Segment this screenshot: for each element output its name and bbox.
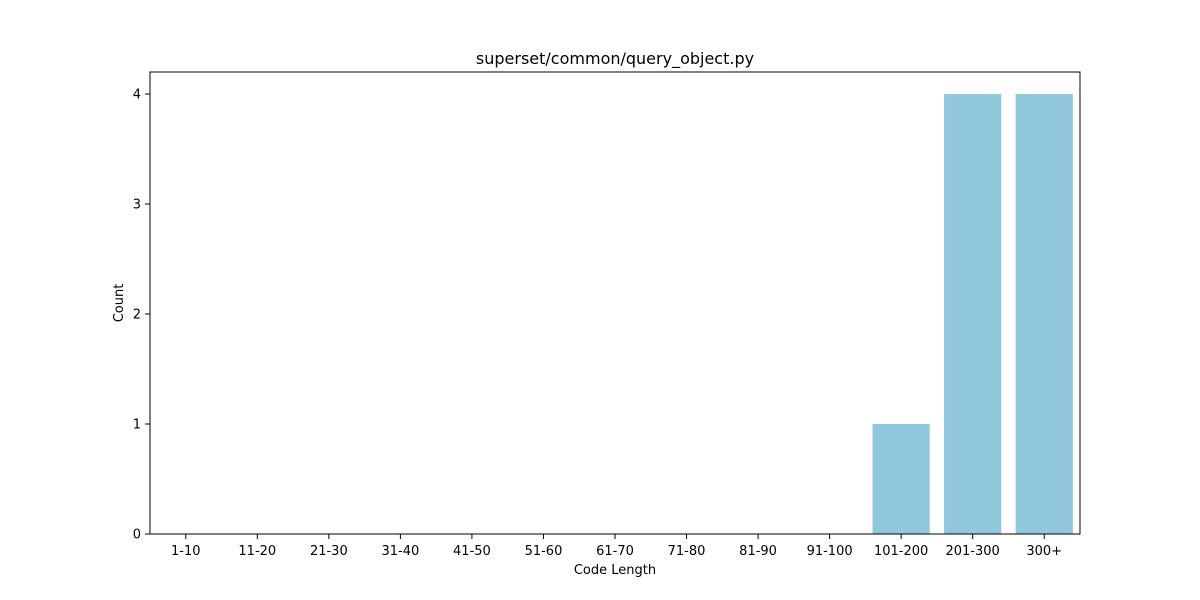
y-axis-ticks: 0 1 2 3 4 bbox=[133, 88, 150, 543]
x-tick-label: 1-10 bbox=[171, 544, 201, 559]
x-tick-label: 201-300 bbox=[946, 544, 1000, 559]
x-axis-ticks: 1-10 11-20 21-30 31-40 41-50 51-60 61-70 71-80 8… bbox=[171, 534, 1062, 559]
x-tick-label: 41-50 bbox=[453, 544, 491, 559]
x-tick-label: 91-100 bbox=[807, 544, 853, 559]
bars-group bbox=[872, 94, 1073, 534]
y-tick-label: 2 bbox=[133, 308, 141, 323]
bar-300+ bbox=[1015, 94, 1073, 534]
x-tick-label: 21-30 bbox=[310, 544, 348, 559]
y-tick-label: 3 bbox=[133, 198, 141, 213]
x-tick-label: 61-70 bbox=[596, 544, 634, 559]
y-axis-label: Count bbox=[112, 284, 127, 323]
chart-title: superset/common/query_object.py bbox=[476, 49, 754, 69]
y-tick-label: 1 bbox=[133, 418, 141, 433]
x-tick-label: 81-90 bbox=[739, 544, 777, 559]
bar-201-300 bbox=[944, 94, 1002, 534]
y-tick-label: 4 bbox=[133, 88, 141, 103]
x-tick-label: 31-40 bbox=[381, 544, 419, 559]
plot-frame bbox=[149, 71, 1081, 535]
x-tick-label: 11-20 bbox=[238, 544, 276, 559]
x-tick-label: 71-80 bbox=[668, 544, 706, 559]
x-tick-label: 101-200 bbox=[874, 544, 928, 559]
x-tick-label: 300+ bbox=[1026, 544, 1062, 559]
y-tick-label: 0 bbox=[133, 528, 141, 543]
bar-101-200 bbox=[872, 424, 930, 534]
x-tick-label: 51-60 bbox=[525, 544, 563, 559]
x-axis-label: Code Length bbox=[574, 563, 656, 578]
